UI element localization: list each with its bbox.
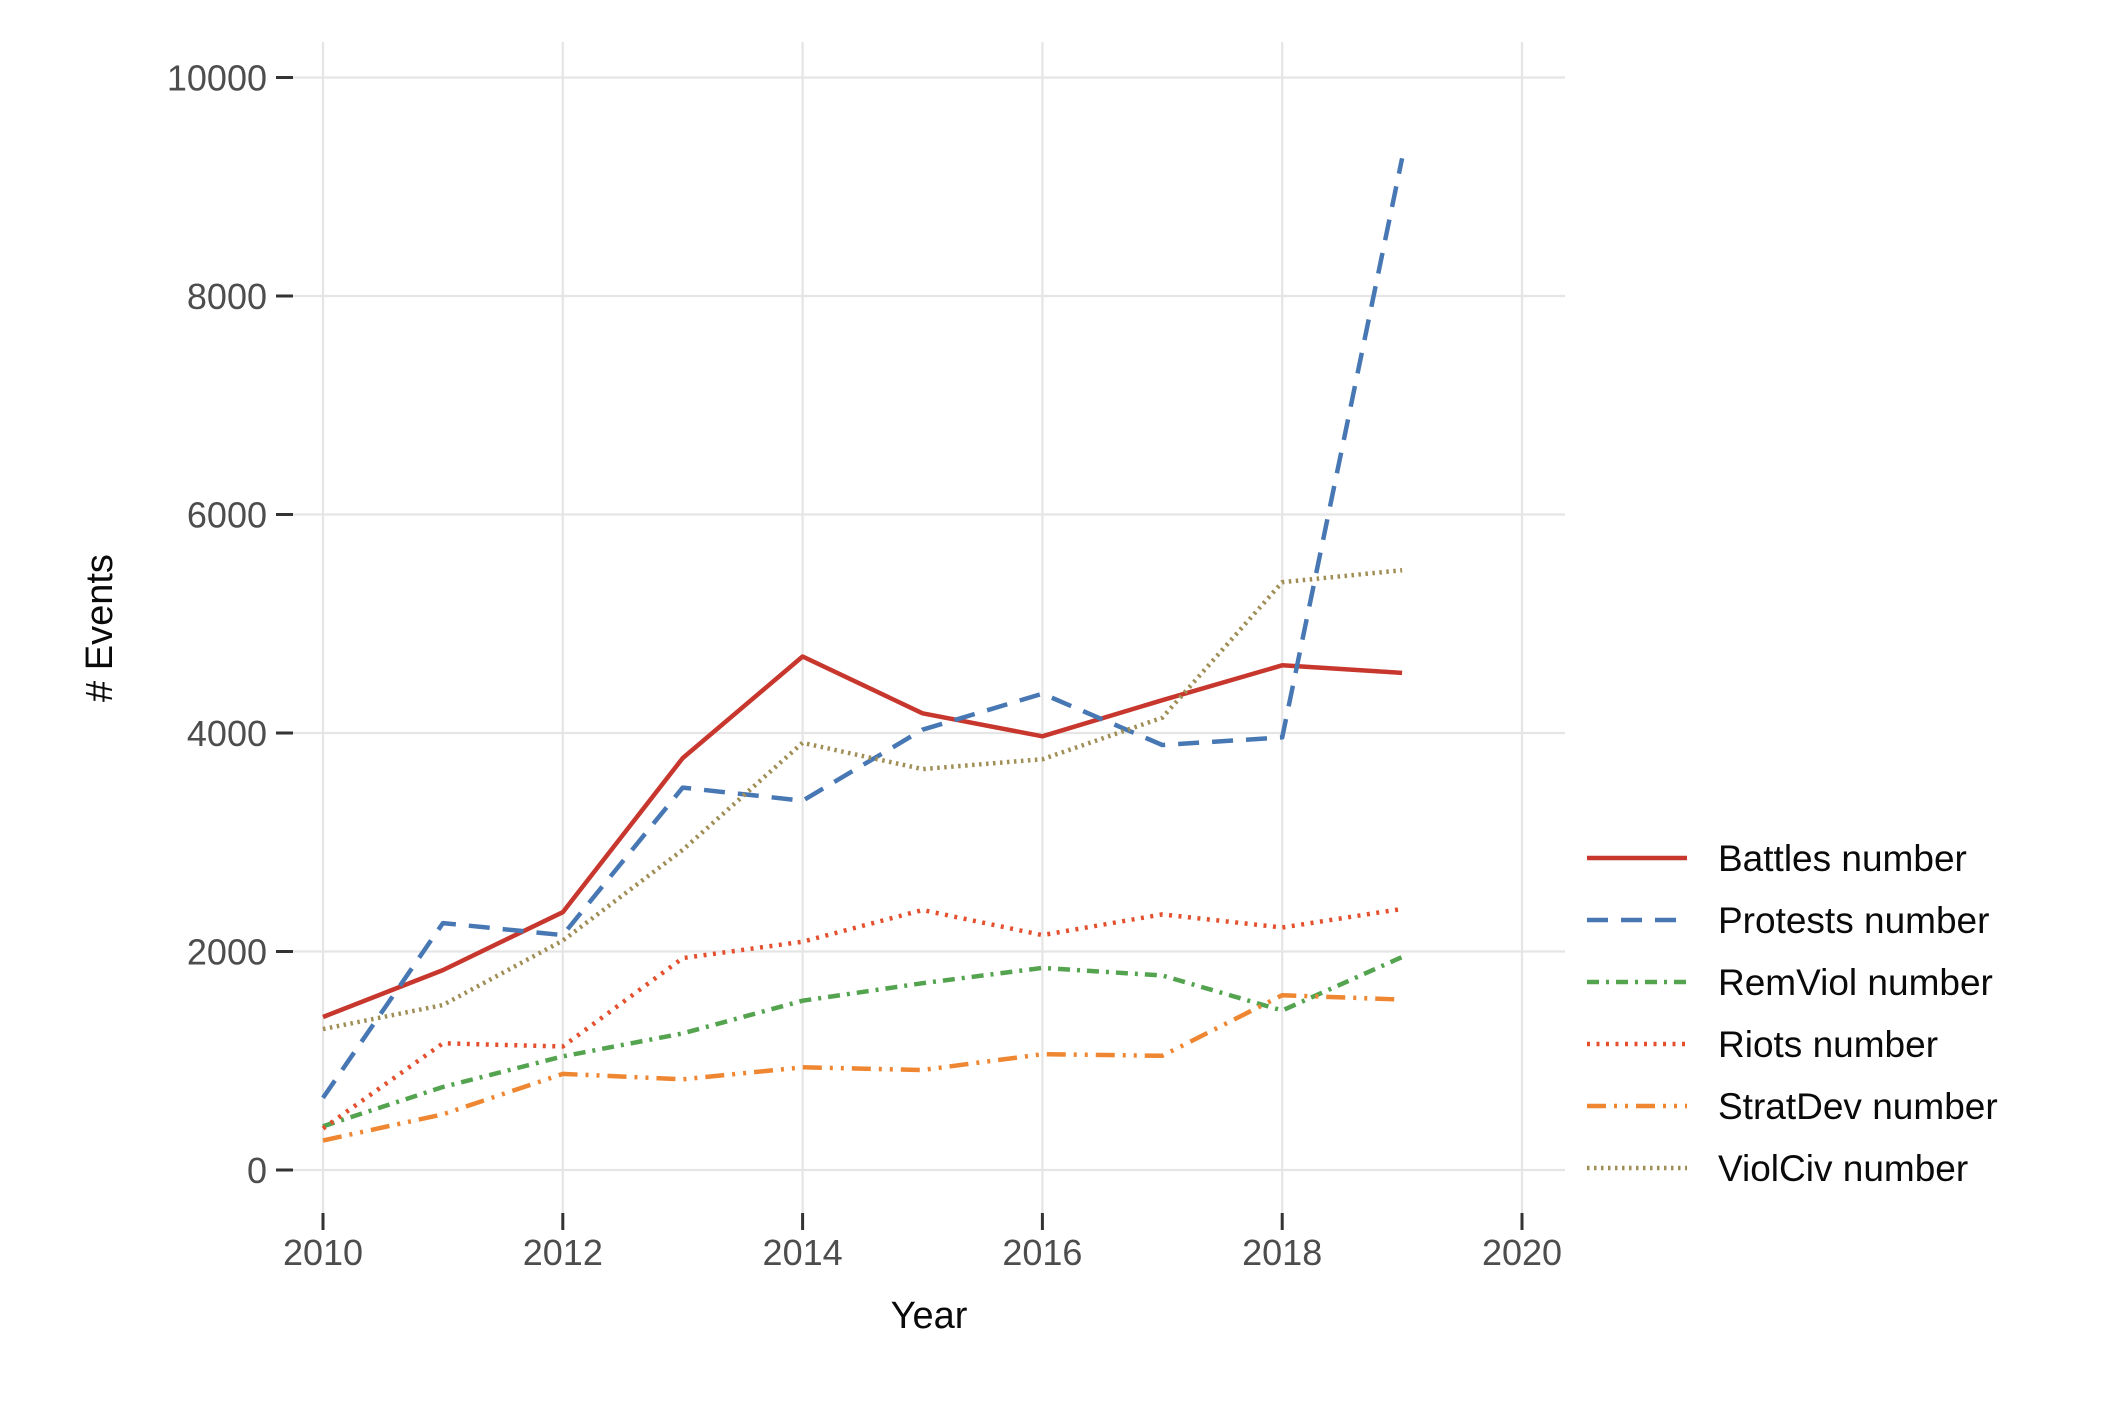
- legend-label: RemViol number: [1718, 962, 1993, 1003]
- legend-item: Protests number: [1587, 900, 1989, 941]
- legend-label: ViolCiv number: [1718, 1148, 1968, 1189]
- x-tick-label: 2016: [1002, 1232, 1082, 1273]
- legend-item: ViolCiv number: [1587, 1148, 1968, 1189]
- y-tick-label: 6000: [187, 495, 267, 536]
- legend-label: Riots number: [1718, 1024, 1938, 1065]
- y-tick-label: 8000: [187, 276, 267, 317]
- legend: Battles number Protests number RemViol num…: [1587, 838, 1998, 1189]
- series-line-battles: [322, 654, 1403, 1020]
- axis-ticks: [276, 76, 1524, 1230]
- data-series-lines: [321, 157, 1405, 1143]
- gridlines: [293, 42, 1565, 1213]
- y-tick-label: 2000: [187, 932, 267, 973]
- x-tick-label: 2020: [1482, 1232, 1562, 1273]
- x-axis-title: Year: [891, 1295, 968, 1337]
- legend-item: Battles number: [1587, 838, 1967, 879]
- legend-label: StratDev number: [1718, 1086, 1998, 1127]
- x-tick-label: 2018: [1242, 1232, 1322, 1273]
- series-line-protests: [321, 157, 1405, 1100]
- legend-label: Battles number: [1718, 838, 1967, 879]
- series-line-stratdev: [322, 992, 1403, 1143]
- legend-item: Riots number: [1587, 1024, 1938, 1065]
- legend-item: RemViol number: [1587, 962, 1993, 1003]
- series-line-remviol: [322, 954, 1404, 1129]
- x-tick-label: 2012: [523, 1232, 603, 1273]
- legend-item: StratDev number: [1587, 1086, 1998, 1127]
- y-axis-title: # Events: [79, 554, 121, 702]
- legend-label: Protests number: [1718, 900, 1989, 941]
- plot-area: [293, 42, 1565, 1213]
- series-line-riots: [321, 906, 1403, 1131]
- y-tick-label: 0: [247, 1150, 267, 1191]
- y-tick-label: 10000: [167, 58, 267, 99]
- y-tick-label: 4000: [187, 713, 267, 754]
- x-tick-label: 2014: [763, 1232, 843, 1273]
- axis-tick-labels: 0 2000 4000 6000 8000 10000 2010 2012 2014 2016 20…: [167, 58, 1562, 1274]
- x-tick-label: 2010: [283, 1232, 363, 1273]
- series-line-violciv: [322, 567, 1403, 1032]
